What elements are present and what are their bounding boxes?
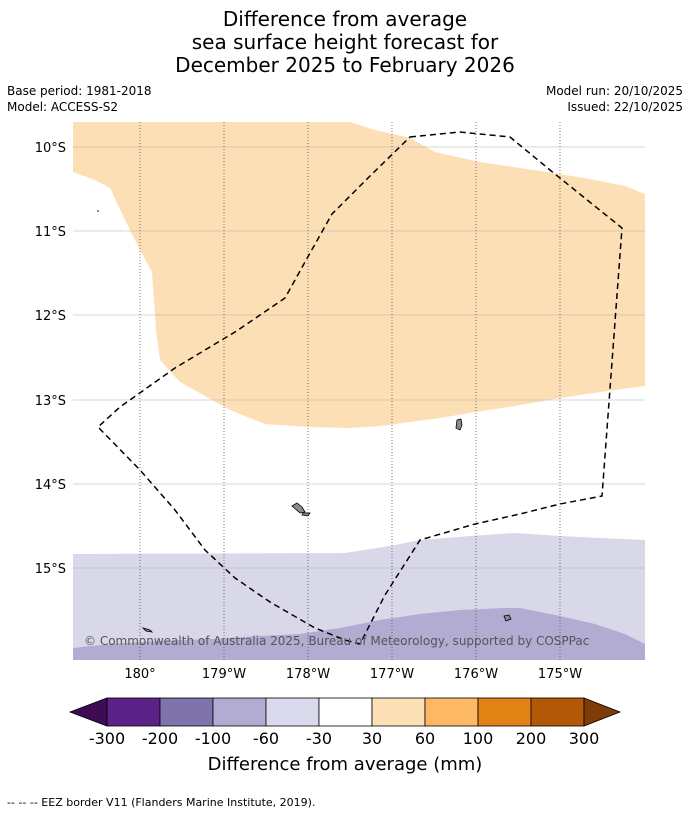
colorbar-segment bbox=[318, 697, 373, 727]
colorbar-title: Difference from average (mm) bbox=[208, 754, 483, 775]
model-name: Model: ACCESS-S2 bbox=[7, 100, 119, 114]
colorbar-segment bbox=[159, 697, 214, 727]
colorbar-segment bbox=[424, 697, 479, 727]
colorbar-tick-label: 60 bbox=[415, 729, 435, 748]
eez-footnote: -- -- -- EEZ border V11 (Flanders Marine… bbox=[7, 796, 316, 809]
lat-label: 13°S bbox=[35, 394, 66, 409]
colorbar-tick-label: -200 bbox=[142, 729, 178, 748]
model-run: Model run: 20/10/2025 bbox=[545, 84, 683, 98]
lat-axis-labels: 10°S 11°S 12°S 13°S 14°S 15°S bbox=[35, 141, 66, 577]
colorbar-tick-label: -300 bbox=[89, 729, 125, 748]
lon-label: 180° bbox=[124, 667, 155, 682]
lat-label: 15°S bbox=[35, 562, 66, 577]
map-area: © Commonwealth of Australia 2025, Bureau… bbox=[73, 122, 645, 660]
colorbar-tick-label: 30 bbox=[362, 729, 382, 748]
island-dot bbox=[97, 210, 99, 212]
region-positive-30-60 bbox=[73, 122, 645, 428]
lat-gridlines bbox=[73, 146, 645, 569]
lon-axis-labels: 180° 179°W 178°W 177°W 176°W 175°W bbox=[124, 667, 582, 682]
title-line-2: sea surface height forecast for bbox=[191, 30, 499, 54]
meta-right: Model run: 20/10/2025 Issued: 22/10/2025 bbox=[546, 83, 683, 115]
title-line-3: December 2025 to February 2026 bbox=[175, 53, 515, 77]
colorbar: -300 -200 -100 -60 -30 30 60 100 200 300… bbox=[68, 697, 622, 775]
lon-label: 178°W bbox=[286, 667, 330, 682]
island-landmass bbox=[291, 502, 306, 514]
colorbar-tick-label: 100 bbox=[463, 729, 494, 748]
island-landmass bbox=[301, 512, 311, 517]
lon-label: 175°W bbox=[538, 667, 582, 682]
region-negative-60-100 bbox=[73, 608, 645, 660]
colorbar-segment bbox=[477, 697, 532, 727]
colorbar-segment bbox=[106, 697, 161, 727]
meta-left: Base period: 1981-2018 Model: ACCESS-S2 bbox=[7, 83, 152, 115]
base-period: Base period: 1981-2018 bbox=[7, 84, 152, 98]
copyright-text: © Commonwealth of Australia 2025, Bureau… bbox=[84, 634, 589, 648]
colorbar-tick-label: 300 bbox=[569, 729, 600, 748]
colorbar-tick-label: 200 bbox=[516, 729, 547, 748]
colorbar-right-arrow bbox=[583, 697, 622, 727]
island-landmass bbox=[141, 627, 154, 633]
issued-date: Issued: 22/10/2025 bbox=[567, 100, 683, 114]
colorbar-tick-label: -100 bbox=[195, 729, 231, 748]
lon-label: 177°W bbox=[370, 667, 414, 682]
lat-label: 12°S bbox=[35, 309, 66, 324]
lon-label: 176°W bbox=[454, 667, 498, 682]
island-landmass bbox=[455, 418, 463, 431]
colorbar-segment bbox=[212, 697, 267, 727]
lon-label: 179°W bbox=[202, 667, 246, 682]
colorbar-segment bbox=[265, 697, 320, 727]
lat-label: 14°S bbox=[35, 478, 66, 493]
colorbar-left-arrow bbox=[68, 697, 108, 727]
lat-label: 10°S bbox=[35, 141, 66, 156]
colorbar-tick-label: -60 bbox=[253, 729, 279, 748]
island-landmass bbox=[503, 614, 512, 622]
colorbar-segment bbox=[371, 697, 426, 727]
lat-label: 11°S bbox=[35, 225, 66, 240]
eez-border bbox=[96, 131, 623, 645]
colorbar-tick-label: -30 bbox=[306, 729, 332, 748]
chart-title: Difference from average sea surface heig… bbox=[0, 8, 690, 77]
colorbar-segment bbox=[530, 697, 585, 727]
title-line-1: Difference from average bbox=[222, 7, 468, 31]
